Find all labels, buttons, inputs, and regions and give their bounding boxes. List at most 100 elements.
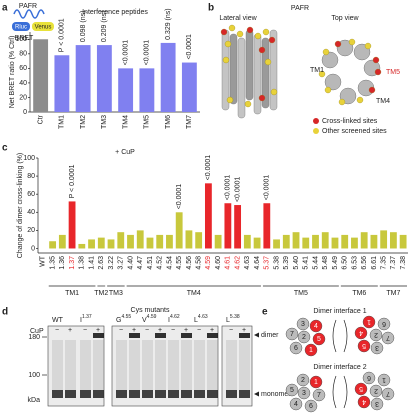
- helix-number: 7: [290, 331, 294, 338]
- lane-label: −: [119, 327, 123, 334]
- smear: [65, 340, 76, 390]
- marker-label: 180: [28, 334, 40, 341]
- mutant-residue: V: [142, 317, 147, 324]
- helix-circle: [362, 371, 376, 385]
- bar: [175, 212, 183, 249]
- panel-label: e: [262, 307, 268, 318]
- helix-number: 7: [317, 392, 321, 399]
- bar: [312, 234, 319, 249]
- helix-number: 7: [386, 334, 390, 341]
- lane-label: −: [171, 327, 175, 334]
- p-value: <0.0001: [144, 40, 151, 66]
- mutant-residue: G: [116, 317, 121, 324]
- helix-number: 4: [362, 398, 366, 405]
- x-tick-label: 5.37: [264, 256, 271, 270]
- helix-number: 7: [386, 390, 390, 397]
- x-tick-label: 2.63: [98, 256, 105, 270]
- legend-swatch: [313, 128, 319, 134]
- y-tick-label: 60: [19, 65, 27, 72]
- mutant-residue: L: [194, 317, 198, 324]
- group-label: TM3: [109, 290, 123, 297]
- helix-circle: [354, 326, 368, 340]
- residue-sphere: [338, 98, 346, 106]
- residue-sphere: [318, 70, 326, 78]
- residue-sphere: [368, 86, 376, 94]
- x-tick-label: 4.64: [254, 256, 261, 270]
- lane-label: +: [68, 327, 72, 334]
- panel-label: a: [2, 3, 8, 14]
- helix-circle: [297, 386, 311, 400]
- view-label: Lateral view: [219, 15, 257, 22]
- lane-label: +: [96, 327, 100, 334]
- p-value: <0.0001: [186, 34, 193, 60]
- bar: [185, 230, 193, 249]
- bar: [181, 62, 197, 112]
- y-tick-label: 40: [27, 209, 35, 216]
- panel-label: d: [2, 307, 8, 318]
- helix-circle: [357, 395, 371, 409]
- x-tick-label: 5.40: [293, 256, 300, 270]
- smear: [168, 340, 179, 390]
- bar: [97, 237, 105, 249]
- x-tick-label: 4.62: [234, 256, 241, 270]
- smear: [116, 340, 127, 390]
- monomer-band: [93, 390, 104, 398]
- x-tick-label: 1.35: [49, 256, 56, 270]
- x-tick-label: 6.50: [342, 256, 349, 270]
- schematic-label: Rluc: [15, 25, 27, 31]
- y-tick-label: 60: [27, 191, 35, 198]
- monomer-band: [142, 390, 153, 398]
- helix: [261, 37, 270, 109]
- bar: [139, 68, 155, 112]
- helix-circle: [362, 315, 376, 329]
- helix-number: 5: [362, 342, 366, 349]
- helix-circle: [289, 397, 303, 411]
- group-label: TM1: [65, 290, 79, 297]
- schematic-label: BRET: [15, 35, 34, 42]
- chart-subtitle: + CuP: [115, 149, 135, 156]
- bar: [282, 234, 290, 249]
- helix-circle: [312, 388, 326, 402]
- y-tick-label: 20: [19, 94, 27, 101]
- acceptor: [32, 22, 54, 31]
- y-tick-label: 100: [15, 36, 27, 43]
- residue-sphere: [222, 56, 230, 64]
- x-tick-label: 1.36: [59, 256, 66, 270]
- interface-title: Dimer interface 1: [313, 308, 366, 315]
- y-tick-label: 80: [19, 51, 27, 58]
- smear: [226, 340, 237, 390]
- residue-sphere: [254, 32, 262, 40]
- x-tick-label: TM1: [59, 115, 66, 129]
- lane-label: −: [83, 327, 87, 334]
- residue-sphere: [246, 26, 254, 34]
- helix-circle: [354, 382, 368, 396]
- y-tick-label: 20: [27, 227, 35, 234]
- x-tick-label: TM4: [122, 115, 129, 129]
- dimer-band: [207, 333, 218, 338]
- lane-label: −: [55, 327, 59, 334]
- interface-title: Dimer interface 2: [313, 364, 366, 371]
- lane-label: −: [197, 327, 201, 334]
- smear: [52, 340, 63, 390]
- group-label: TM6: [352, 290, 366, 297]
- mutant-label: L5.38: [226, 314, 240, 324]
- helix-number: 5: [317, 336, 321, 343]
- group-label: TM4: [187, 290, 201, 297]
- smear: [129, 340, 140, 390]
- lane-label: +: [158, 327, 162, 334]
- helix-number: 4: [294, 401, 298, 408]
- membrane-curve: [343, 319, 348, 353]
- helix-number: 2: [374, 331, 378, 338]
- residue-sphere: [270, 88, 278, 96]
- legend-swatch: [313, 118, 319, 124]
- bar: [224, 203, 232, 249]
- x-tick-label: 6.56: [361, 256, 368, 270]
- residue-sphere: [364, 42, 372, 50]
- dimer-band: [239, 333, 250, 338]
- lane-label: −: [145, 327, 149, 334]
- smear: [194, 340, 205, 390]
- helix-number: 1: [367, 318, 371, 325]
- x-tick-label: 4.52: [157, 256, 164, 270]
